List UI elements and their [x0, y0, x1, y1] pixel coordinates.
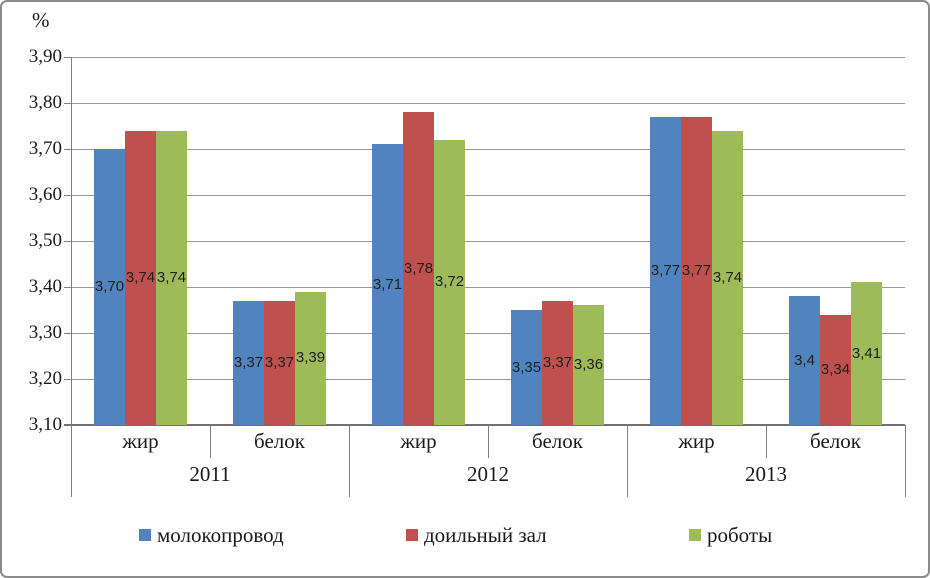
category-label: белок	[254, 429, 305, 453]
bar-value-label: 3,41	[851, 344, 882, 362]
bar-value-label: 3,77	[650, 261, 681, 279]
category-separator	[766, 425, 767, 458]
bar-value-label: 3,77	[681, 261, 712, 279]
y-axis-tick-label: 3,50	[28, 230, 62, 251]
bar	[712, 130, 743, 425]
year-separator	[627, 425, 628, 497]
bar-value-label: 3,78	[403, 259, 434, 277]
bar-value-label: 3,36	[573, 356, 604, 374]
bar-value-label: 3,37	[542, 353, 573, 371]
gridline	[71, 287, 905, 288]
legend-label: роботы	[707, 522, 773, 547]
bar	[233, 300, 264, 425]
bar	[573, 305, 604, 425]
bar-value-label: 3,70	[94, 278, 125, 295]
bar	[264, 300, 295, 425]
y-axis-tick-label: 3,90	[28, 46, 62, 67]
legend-label: доильный зал	[424, 522, 547, 547]
legend-marker	[139, 529, 151, 541]
y-axis-tick-label: 3,20	[28, 368, 62, 389]
year-label: 2013	[745, 462, 787, 486]
bar	[511, 310, 542, 425]
y-axis-tick	[64, 195, 71, 196]
gridline	[71, 149, 905, 150]
bar-value-label: 3,71	[372, 275, 403, 293]
gridline	[71, 195, 905, 196]
bar	[94, 149, 125, 425]
legend-item: молокопровод	[139, 520, 284, 550]
category-label: жир	[122, 429, 159, 453]
y-axis-tick	[64, 287, 71, 288]
legend-item: роботы	[689, 520, 772, 550]
bar	[295, 291, 326, 425]
bar	[434, 139, 465, 425]
y-axis-tick	[64, 149, 71, 150]
bar-value-label: 3,37	[264, 353, 295, 371]
y-axis-tick-label: 3,60	[28, 184, 62, 205]
bar	[403, 112, 434, 425]
y-axis-tick-label: 3,10	[28, 414, 62, 435]
bar	[650, 116, 681, 425]
gridline	[71, 379, 905, 380]
category-separator	[488, 425, 489, 458]
y-axis-tick	[64, 57, 71, 58]
year-separator	[349, 425, 350, 497]
year-separator	[905, 425, 906, 497]
gridline	[71, 103, 905, 104]
y-axis-tick-label: 3,70	[28, 138, 62, 159]
y-axis-tick-label: 3,80	[28, 92, 62, 113]
legend-item: доильный зал	[406, 520, 547, 550]
x-axis-line	[64, 424, 905, 426]
bar-value-label: 3,4	[794, 351, 815, 369]
category-label: белок	[810, 429, 861, 453]
y-axis-tick	[64, 333, 71, 334]
bar	[125, 130, 156, 425]
bar	[851, 282, 882, 425]
bar-value-label: 3,74	[156, 268, 187, 286]
y-axis-tick	[64, 241, 71, 242]
bar-value-label: 3,74	[125, 268, 156, 286]
y-axis-tick-label: 3,40	[28, 276, 62, 297]
y-axis-unit-label: %	[32, 8, 50, 32]
bar	[820, 314, 851, 425]
bar	[372, 144, 403, 425]
gridline	[71, 57, 905, 58]
category-label: жир	[400, 429, 437, 453]
year-separator	[71, 425, 72, 497]
category-label: белок	[532, 429, 583, 453]
gridline	[71, 333, 905, 334]
category-separator	[210, 425, 211, 458]
year-label: 2011	[189, 462, 231, 486]
bar-value-label: 3,74	[712, 268, 743, 286]
legend-label: молокопровод	[157, 522, 284, 547]
y-axis-line	[71, 57, 72, 497]
bar-value-label: 3,72	[434, 273, 465, 291]
bar-value-label: 3,39	[295, 349, 326, 367]
gridline	[71, 241, 905, 242]
y-axis-tick-label: 3,30	[28, 322, 62, 343]
bar	[681, 116, 712, 425]
bar-value-label: 3,34	[820, 360, 851, 378]
bar	[789, 296, 820, 425]
category-label: жир	[678, 429, 715, 453]
bar-value-label: 3,37	[233, 353, 264, 371]
bar-value-label: 3,35	[511, 358, 542, 376]
legend-marker	[406, 529, 418, 541]
year-label: 2012	[467, 462, 509, 486]
y-axis-tick	[64, 103, 71, 104]
bar	[156, 130, 187, 425]
bar	[542, 300, 573, 425]
legend-marker	[689, 529, 701, 541]
y-axis-tick	[64, 379, 71, 380]
